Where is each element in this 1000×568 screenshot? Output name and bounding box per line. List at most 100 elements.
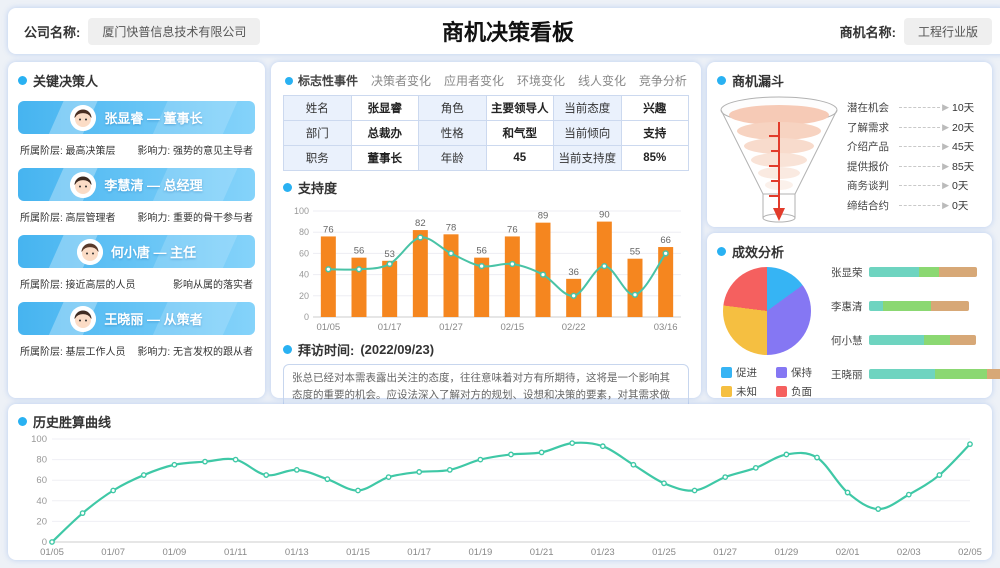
svg-text:01/15: 01/15 (346, 547, 370, 558)
tab-环境变化[interactable]: 环境变化 (517, 72, 565, 89)
avatar-icon (70, 171, 97, 198)
svg-text:01/09: 01/09 (163, 547, 187, 558)
svg-text:90: 90 (599, 210, 610, 221)
svg-text:02/15: 02/15 (500, 322, 524, 333)
person-card[interactable]: 李慧清 — 总经理 (18, 168, 255, 201)
svg-text:66: 66 (660, 235, 671, 246)
person-bar-row: 张显荣 (831, 265, 1000, 279)
legend-item-负面: 负面 (776, 384, 821, 399)
funnel-stage-row: 商务谈判 ▶ 0天 (847, 176, 980, 196)
company-name-field[interactable]: 厦门快普信息技术有限公司 (88, 17, 261, 45)
company-name-group: 公司名称: 厦门快普信息技术有限公司 (24, 17, 261, 45)
funnel-stage-row: 潜在机会 ▶ 10天 (847, 98, 980, 118)
svg-text:01/19: 01/19 (469, 547, 493, 558)
svg-text:40: 40 (36, 496, 47, 507)
person-influence: 影响力: 强势的意见主导者 (137, 146, 253, 157)
svg-text:20: 20 (36, 516, 47, 527)
person-name-title: 何小唐 — 主任 (110, 245, 197, 260)
funnel-stage-row: 介绍产品 ▶ 45天 (847, 137, 980, 157)
dashboard-header: 公司名称: 厦门快普信息技术有限公司 商机决策看板 商机名称: 工程行业版 (8, 8, 1000, 54)
person-tier: 所属阶层: 基层工作人员 (20, 347, 126, 358)
history-panel: 历史胜算曲线 0 20 40 60 80 100 01/05 01/07 01/09 01/11 0… (8, 404, 992, 560)
bar-segment (869, 267, 919, 277)
legend-swatch (721, 386, 732, 397)
svg-text:01/23: 01/23 (591, 547, 615, 558)
section-dot-icon (717, 247, 726, 256)
cell-value: 董事长 (350, 145, 419, 171)
cell-value: 支持 (620, 120, 689, 146)
avatar-icon (70, 305, 97, 332)
svg-text:60: 60 (36, 475, 47, 486)
cell-value: 张显睿 (350, 95, 419, 121)
funnel-icon (720, 96, 838, 223)
person-bar-row: 何小慧 (831, 333, 1000, 347)
opportunity-name-field[interactable]: 工程行业版 (903, 17, 992, 45)
legend-swatch (721, 367, 732, 378)
stage-connector (899, 146, 941, 148)
cell-label: 职务 (283, 145, 352, 171)
stage-label: 潜在机会 (847, 102, 889, 115)
person-info-table: 姓名 张显睿 角色 主要领导人 当前态度 兴趣 部门 总裁办 性格 和气型 当前倾向 支持 职务 董事长年… (283, 95, 689, 171)
bar-segment (931, 301, 969, 311)
cell-label: 性格 (418, 120, 487, 146)
svg-text:01/05: 01/05 (316, 322, 340, 333)
visit-date: (2022/09/23) (360, 342, 435, 357)
bar-segment (935, 369, 987, 379)
table-row: 姓名 张显睿 角色 主要领导人 当前态度 兴趣 (283, 95, 689, 121)
person-stacked-bars: 张显荣 李惠清 何小慧 王晓丽 (821, 263, 1000, 401)
legend-label: 未知 (736, 386, 757, 398)
person-name-title: 王晓丽 — 从策者 (104, 312, 203, 327)
cell-value: 85% (620, 145, 689, 171)
tab-标志性事件[interactable]: 标志性事件 (285, 72, 358, 89)
funnel-stage-list: 潜在机会 ▶ 10天 了解需求 ▶ 20天 介绍产品 ▶ 45天 提供报价 ▶ 85天 商务谈判 ▶ 0天缔… (843, 94, 982, 226)
person-influence: 影响从属的落实者 (173, 280, 253, 291)
funnel-title: 商机漏斗 (717, 71, 982, 90)
stage-days: 0天 (952, 180, 969, 193)
tab-应用者变化[interactable]: 应用者变化 (444, 72, 504, 89)
svg-text:01/27: 01/27 (713, 547, 737, 558)
svg-text:01/17: 01/17 (407, 547, 431, 558)
person-bar-track (869, 369, 1000, 379)
svg-text:40: 40 (299, 270, 309, 280)
tab-竞争分析[interactable]: 竞争分析 (639, 72, 687, 89)
cell-label: 部门 (283, 120, 352, 146)
person-influence: 影响力: 无言发权的跟从者 (137, 347, 253, 358)
svg-text:53: 53 (384, 249, 395, 260)
svg-text:100: 100 (31, 434, 47, 445)
table-row: 部门 总裁办 性格 和气型 当前倾向 支持 (283, 120, 689, 146)
key-people-panel: 关键决策人 张显睿 — 董事长 所属阶层: 最高决策层 影响力: 强势的意见主导者李… (8, 62, 265, 398)
person-bar-track (869, 335, 976, 345)
person-attributes: 所属阶层: 高层管理者 影响力: 重要的骨干参与者 (20, 209, 253, 224)
tab-决策者变化[interactable]: 决策者变化 (371, 72, 431, 89)
stage-label: 缔结合约 (847, 199, 889, 212)
person-card[interactable]: 张显睿 — 董事长 (18, 101, 255, 134)
stage-days: 45天 (952, 141, 975, 154)
svg-text:55: 55 (630, 247, 641, 258)
person-card[interactable]: 王晓丽 — 从策者 (18, 302, 255, 335)
section-dot-icon (717, 76, 726, 85)
section-dot-icon (18, 76, 27, 85)
bar-segment (883, 301, 931, 311)
funnel-stage-row: 提供报价 ▶ 85天 (847, 157, 980, 177)
person-bar-name: 李惠清 (831, 300, 863, 313)
pie-legend: 促进 保持 未知 负面 (721, 365, 821, 399)
svg-text:89: 89 (538, 211, 549, 222)
company-name-label: 公司名称: (24, 24, 81, 40)
stage-connector (899, 126, 941, 128)
legend-swatch (776, 367, 787, 378)
tab-label: 标志性事件 (298, 74, 359, 88)
section-dot-icon (283, 345, 292, 354)
tab-线人变化[interactable]: 线人变化 (578, 72, 626, 89)
svg-text:76: 76 (323, 224, 334, 235)
svg-text:80: 80 (299, 227, 309, 237)
arrow-right-icon: ▶ (942, 121, 949, 132)
svg-text:60: 60 (299, 248, 309, 258)
pie-column: 促进 保持 未知 负面 (717, 263, 821, 401)
svg-text:36: 36 (568, 267, 579, 278)
svg-text:01/17: 01/17 (378, 322, 402, 333)
bar-segment (924, 335, 950, 345)
cell-label: 当前倾向 (553, 120, 622, 146)
effect-title: 成效分析 (717, 242, 982, 261)
person-card[interactable]: 何小唐 — 主任 (18, 235, 255, 268)
svg-text:01/07: 01/07 (101, 547, 125, 558)
